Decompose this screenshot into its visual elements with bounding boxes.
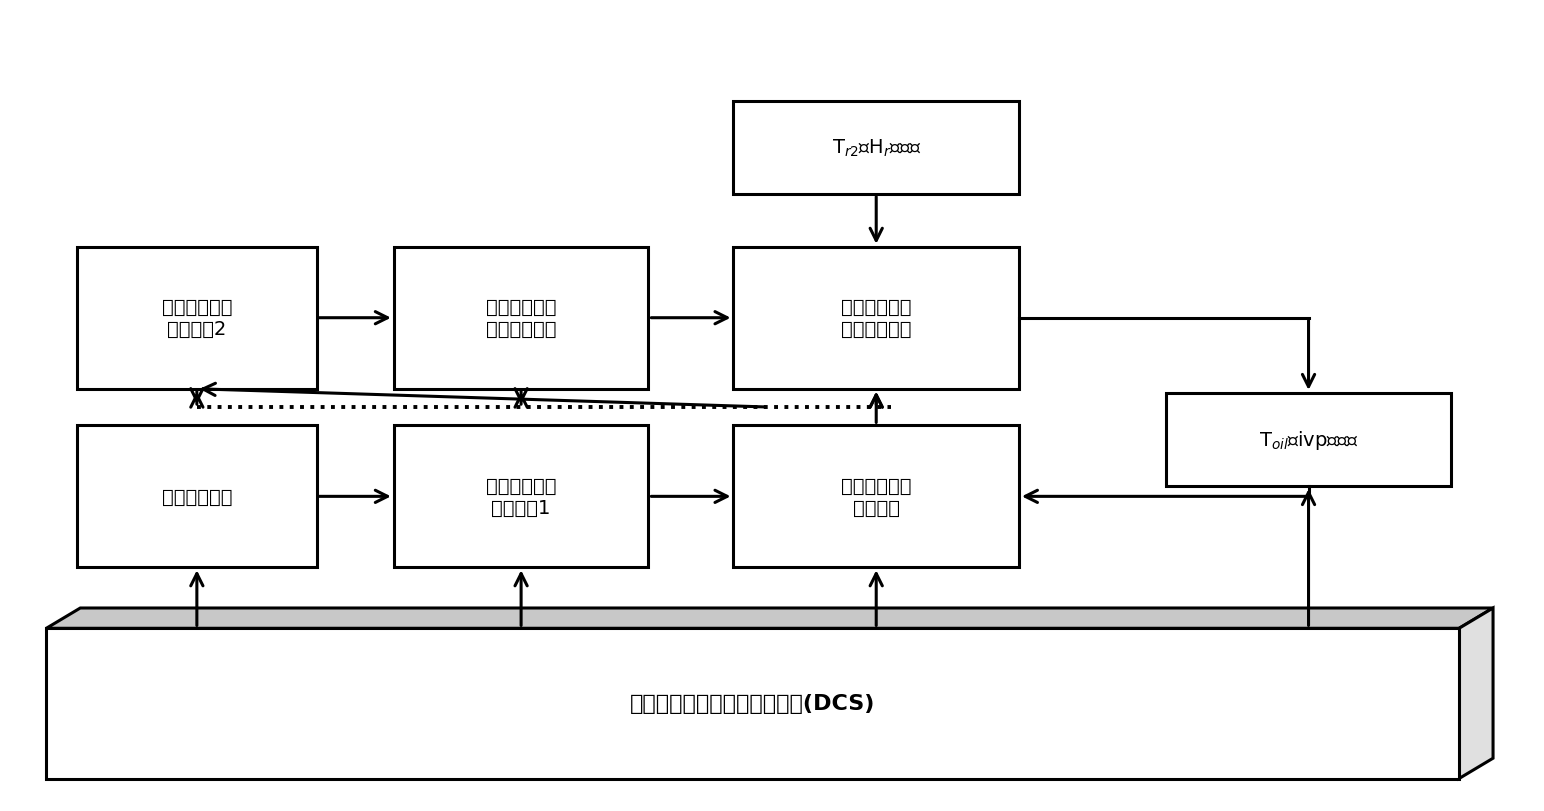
Polygon shape [1459, 608, 1493, 779]
Text: 催化剂循环量
计算模块1: 催化剂循环量 计算模块1 [486, 476, 556, 517]
Bar [394, 426, 648, 568]
Bar [1166, 393, 1451, 487]
Text: 采集过程数据: 采集过程数据 [162, 487, 232, 506]
Text: T$_{r2}$和H$_r$设定值: T$_{r2}$和H$_r$设定值 [832, 137, 920, 159]
Bar [733, 247, 1019, 389]
Bar [46, 629, 1459, 779]
Bar [77, 247, 317, 389]
Text: 提升管反应热
计算模块: 提升管反应热 计算模块 [841, 476, 911, 517]
Text: T$_{oil}$和ivp设定值: T$_{oil}$和ivp设定值 [1258, 428, 1359, 452]
Text: 自适应非线性
预测控制模块: 自适应非线性 预测控制模块 [841, 298, 911, 339]
Bar [394, 247, 648, 389]
Text: 再生阀门模型
系数校正模块: 再生阀门模型 系数校正模块 [486, 298, 556, 339]
Polygon shape [46, 608, 1493, 629]
Bar [77, 426, 317, 568]
Text: 催化裂化装置和集散控制系统(DCS): 催化裂化装置和集散控制系统(DCS) [630, 693, 875, 714]
Text: 催化剂循环量
计算模块2: 催化剂循环量 计算模块2 [162, 298, 232, 339]
Bar [733, 426, 1019, 568]
Bar [733, 101, 1019, 195]
